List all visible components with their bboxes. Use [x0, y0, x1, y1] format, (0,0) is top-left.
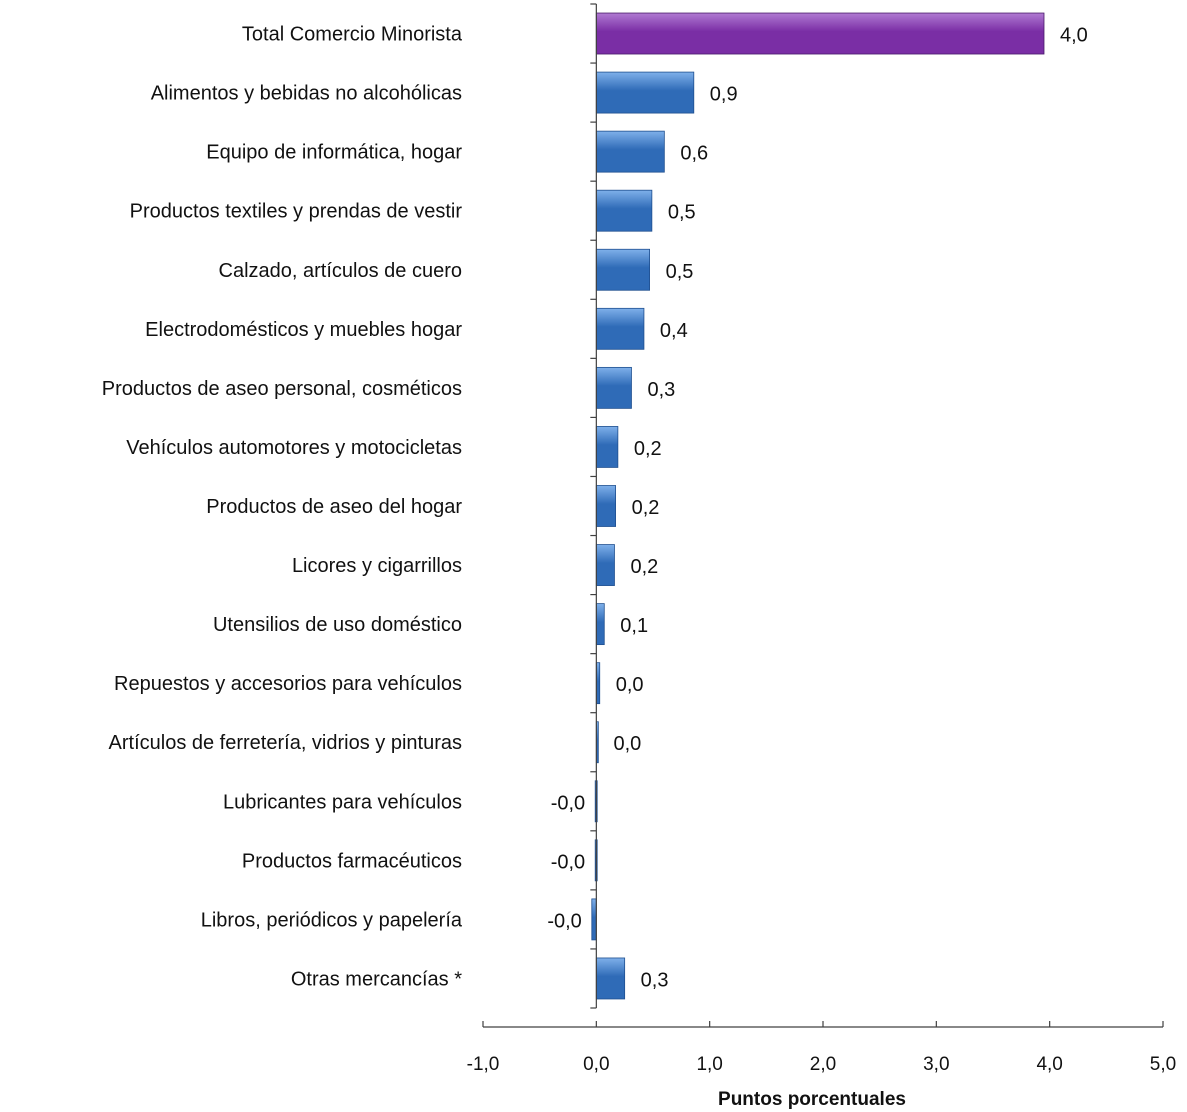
x-tick-label: 5,0	[1150, 1054, 1176, 1075]
value-label: 0,1	[620, 615, 648, 637]
value-label: 0,3	[641, 969, 669, 991]
bar-16	[595, 957, 626, 1000]
x-axis: -1,0 0,0 1,0 2,0 3,0 4,0 5,0	[467, 3, 1176, 1075]
value-label: 0,4	[660, 320, 688, 342]
category-label: Otras mercancías *	[291, 968, 462, 990]
bars-layer	[591, 12, 1045, 1000]
category-label: Total Comercio Minorista	[242, 24, 463, 46]
bar-2	[595, 130, 665, 173]
bar-6	[595, 366, 632, 409]
category-label: Licores y cigarrillos	[292, 555, 462, 577]
value-label: -0,0	[551, 792, 585, 814]
value-label: 0,0	[613, 733, 641, 755]
value-label: 0,6	[680, 143, 708, 165]
category-labels: Total Comercio Minorista Alimentos y bebi…	[102, 24, 463, 991]
category-label: Electrodomésticos y muebles hogar	[145, 319, 462, 341]
value-label: 0,9	[710, 84, 738, 106]
category-label: Libros, periódicos y papelería	[201, 909, 463, 931]
bar-1	[595, 71, 695, 114]
value-label: 0,5	[666, 261, 694, 283]
category-label: Equipo de informática, hogar	[206, 142, 462, 164]
category-label: Productos farmacéuticos	[242, 850, 462, 872]
x-tick-label: 1,0	[696, 1054, 722, 1075]
bar-0	[595, 12, 1045, 55]
bar-8	[595, 485, 616, 527]
bar-5	[595, 307, 645, 350]
category-label: Productos de aseo del hogar	[206, 496, 462, 518]
x-axis-title: Puntos porcentuales	[718, 1089, 906, 1110]
value-label: -0,0	[551, 851, 585, 873]
category-label: Artículos de ferretería, vidrios y pintu…	[109, 732, 462, 754]
value-label: 0,0	[616, 674, 644, 696]
bar-9	[595, 544, 615, 586]
bar-7	[595, 426, 619, 468]
category-label: Calzado, artículos de cuero	[219, 260, 462, 282]
bar-4	[595, 248, 650, 291]
x-tick-label: 3,0	[923, 1054, 949, 1075]
category-label: Vehículos automotores y motocicletas	[126, 437, 462, 459]
value-label: 0,5	[668, 202, 696, 224]
category-label: Utensilios de uso doméstico	[213, 614, 462, 636]
category-label: Productos de aseo personal, cosméticos	[102, 378, 462, 400]
x-tick-label: -1,0	[467, 1054, 500, 1075]
x-tick-label: 0,0	[583, 1054, 609, 1075]
bar-3	[595, 189, 653, 232]
value-label: 0,2	[630, 556, 658, 578]
value-label: 0,2	[634, 438, 662, 460]
value-labels: 4,0 0,9 0,6 0,5 0,5 0,4 0,3 0,2 0,2 0,2 0,1 0,0 0,0 -…	[547, 25, 1087, 992]
value-label: 0,3	[647, 379, 675, 401]
bar-15	[591, 898, 597, 941]
category-label: Repuestos y accesorios para vehículos	[114, 673, 462, 695]
category-label: Alimentos y bebidas no alcohólicas	[151, 83, 462, 105]
bar-10	[595, 603, 605, 646]
value-label: -0,0	[547, 910, 581, 932]
x-tick-label: 2,0	[810, 1054, 836, 1075]
value-label: 4,0	[1060, 25, 1088, 47]
value-label: 0,2	[632, 497, 660, 519]
x-tick-label: 4,0	[1036, 1054, 1062, 1075]
category-label: Productos textiles y prendas de vestir	[130, 201, 463, 223]
category-label: Lubricantes para vehículos	[223, 791, 462, 813]
